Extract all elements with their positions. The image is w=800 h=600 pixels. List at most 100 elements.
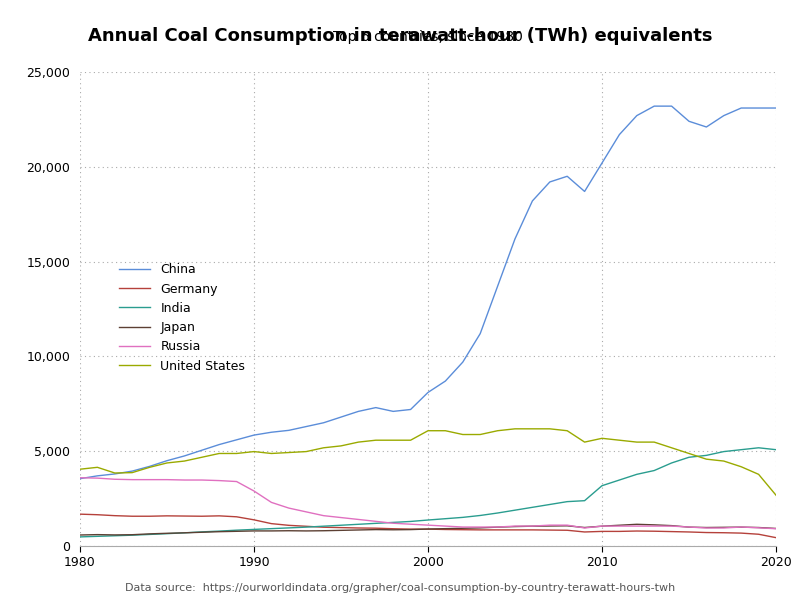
China [406, 406, 415, 413]
Russia [632, 523, 642, 530]
Russia [180, 476, 190, 484]
Line: United States: United States [80, 429, 776, 495]
Japan [528, 523, 538, 530]
Russia [684, 523, 694, 530]
Line: China: China [80, 106, 776, 479]
China [475, 330, 485, 337]
Russia [127, 476, 137, 483]
United States [302, 448, 311, 455]
United States [528, 425, 538, 433]
Russia [197, 476, 206, 484]
China [145, 463, 154, 470]
India [319, 523, 329, 530]
Japan [650, 521, 659, 529]
China [632, 112, 642, 119]
Japan [110, 532, 120, 539]
United States [336, 442, 346, 449]
Germany [266, 520, 276, 527]
United States [250, 448, 259, 455]
Japan [754, 524, 763, 531]
India [528, 504, 538, 511]
Germany [302, 523, 311, 530]
India [232, 527, 242, 534]
United States [754, 471, 763, 478]
United States [180, 457, 190, 464]
China [180, 452, 190, 460]
China [545, 178, 554, 185]
Japan [145, 530, 154, 538]
Japan [493, 524, 502, 531]
Japan [771, 525, 781, 532]
Russia [771, 525, 781, 532]
India [127, 532, 137, 539]
China [302, 423, 311, 430]
Russia [458, 523, 468, 530]
United States [127, 469, 137, 476]
Russia [475, 523, 485, 530]
China [319, 419, 329, 427]
Russia [423, 521, 433, 529]
Japan [197, 529, 206, 536]
China [371, 404, 381, 411]
Germany [528, 526, 538, 533]
Russia [371, 518, 381, 525]
Japan [598, 523, 607, 530]
China [336, 413, 346, 421]
Germany [389, 525, 398, 532]
India [458, 514, 468, 521]
Japan [75, 532, 85, 539]
Japan [389, 526, 398, 533]
Russia [406, 521, 415, 528]
Russia [528, 523, 538, 530]
Japan [266, 527, 276, 535]
Japan [250, 527, 259, 535]
Russia [510, 523, 520, 530]
Germany [771, 534, 781, 541]
Germany [702, 529, 711, 536]
India [510, 506, 520, 514]
India [493, 509, 502, 517]
Japan [441, 525, 450, 532]
Japan [423, 526, 433, 533]
Russia [614, 523, 624, 530]
Germany [737, 530, 746, 537]
Title: Top 6 countries, since 1980: Top 6 countries, since 1980 [333, 31, 523, 44]
China [389, 408, 398, 415]
India [598, 482, 607, 490]
Germany [232, 513, 242, 520]
China [598, 160, 607, 167]
India [632, 471, 642, 478]
Germany [250, 516, 259, 523]
United States [719, 457, 729, 464]
Germany [493, 526, 502, 533]
Text: Annual Coal Consumption in terawatt-hour (TWh) equivalents: Annual Coal Consumption in terawatt-hour… [88, 27, 712, 45]
Japan [719, 524, 729, 531]
China [667, 103, 677, 110]
Japan [580, 524, 590, 531]
Japan [737, 524, 746, 531]
United States [475, 431, 485, 438]
Japan [180, 529, 190, 536]
China [75, 475, 85, 482]
Japan [702, 524, 711, 531]
Russia [162, 476, 172, 483]
China [354, 408, 363, 415]
China [93, 472, 102, 479]
Germany [684, 529, 694, 536]
Germany [214, 512, 224, 520]
China [580, 188, 590, 195]
Russia [145, 476, 154, 483]
India [545, 501, 554, 508]
Russia [580, 524, 590, 532]
Japan [232, 528, 242, 535]
China [719, 112, 729, 119]
Japan [354, 526, 363, 533]
China [214, 441, 224, 448]
India [284, 524, 294, 532]
India [684, 454, 694, 461]
Germany [632, 527, 642, 535]
United States [214, 450, 224, 457]
Japan [371, 526, 381, 533]
Line: Germany: Germany [80, 514, 776, 538]
Japan [214, 528, 224, 535]
